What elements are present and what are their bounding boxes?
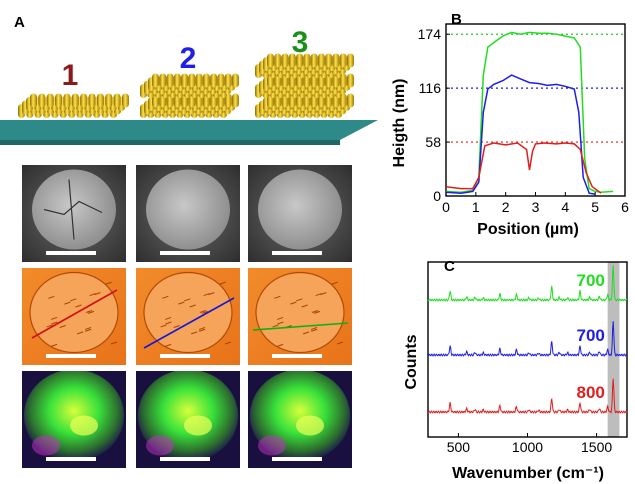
height-axis-label: Heigth (nm) (391, 79, 408, 168)
x-tick-label: 5 (591, 199, 599, 215)
x-tick-label: 1 (472, 199, 480, 215)
scale-bar (160, 251, 210, 255)
height-series-3 (445, 142, 602, 194)
y-tick-label: 116 (419, 80, 442, 96)
raman-spectrum-1 (427, 265, 628, 302)
scale-bar (272, 457, 322, 461)
stack-3 (255, 53, 354, 118)
position-axis-label: Position (µm) (477, 221, 579, 238)
y-tick-label: 58 (425, 134, 441, 150)
plot-frame (445, 23, 626, 197)
raman-map-image-2 (136, 371, 240, 468)
scale-bar (46, 354, 96, 358)
micrograph-grid (22, 165, 352, 468)
spectrum-label-1: 700 (577, 271, 605, 290)
counts-axis-label: Counts (403, 334, 420, 389)
y-tick-label: 174 (418, 26, 442, 42)
substrate (0, 120, 378, 140)
scale-bar (46, 251, 96, 255)
sem-image-2 (136, 165, 240, 262)
y-tick-label: 0 (433, 188, 441, 204)
structure-label-1: 1 (62, 59, 79, 92)
x-tick-label: 1500 (581, 439, 612, 455)
raman-spectra-chart: 700 700 800 500 1000 1500 Counts Wavenumber (… (403, 261, 628, 482)
scale-bar (272, 354, 322, 358)
afm-image-1 (22, 268, 126, 365)
stacking-schematic: 1 2 3 (0, 26, 378, 145)
x-tick-label: 6 (621, 199, 629, 215)
wavenumber-axis-label: Wavenumber (cm⁻¹) (452, 465, 604, 482)
x-tick-label: 0 (442, 199, 450, 215)
x-tick-label: 3 (532, 199, 540, 215)
profile-line-3 (252, 322, 349, 331)
structure-label-3: 3 (292, 26, 309, 59)
panel-b-letter: B (451, 11, 462, 28)
scale-bar (160, 457, 210, 461)
scale-bar (46, 457, 96, 461)
scale-bar (160, 354, 210, 358)
spectrum-label-3: 800 (577, 383, 605, 402)
afm-image-2 (136, 268, 240, 365)
raman-spectrum-2 (427, 321, 628, 357)
height-profile-chart: 0 1 2 3 4 5 6 0 58 116 174 Heigth (nm) Position (µ… (391, 23, 629, 238)
profile-line-1 (31, 289, 118, 339)
spectrum-label-2: 700 (577, 326, 605, 345)
x-tick-label: 4 (561, 199, 569, 215)
raman-map-image-3 (248, 371, 352, 468)
x-tick-label: 500 (447, 439, 471, 455)
panel-c-letter: C (444, 258, 455, 275)
stack-1 (18, 93, 129, 118)
profile-line-2 (143, 297, 235, 349)
raman-map-image-1 (22, 371, 126, 468)
highlight-band (607, 262, 620, 437)
afm-image-3 (248, 268, 352, 365)
x-tick-label: 1000 (512, 439, 543, 455)
scale-bar (272, 251, 322, 255)
stack-2 (140, 73, 239, 118)
structure-label-2: 2 (180, 42, 197, 75)
panel-a-letter: A (14, 14, 25, 31)
sem-image-3 (248, 165, 352, 262)
height-series-2 (445, 74, 596, 195)
sem-image-1 (22, 165, 126, 262)
raman-spectrum-3 (427, 378, 628, 414)
x-tick-label: 2 (502, 199, 510, 215)
